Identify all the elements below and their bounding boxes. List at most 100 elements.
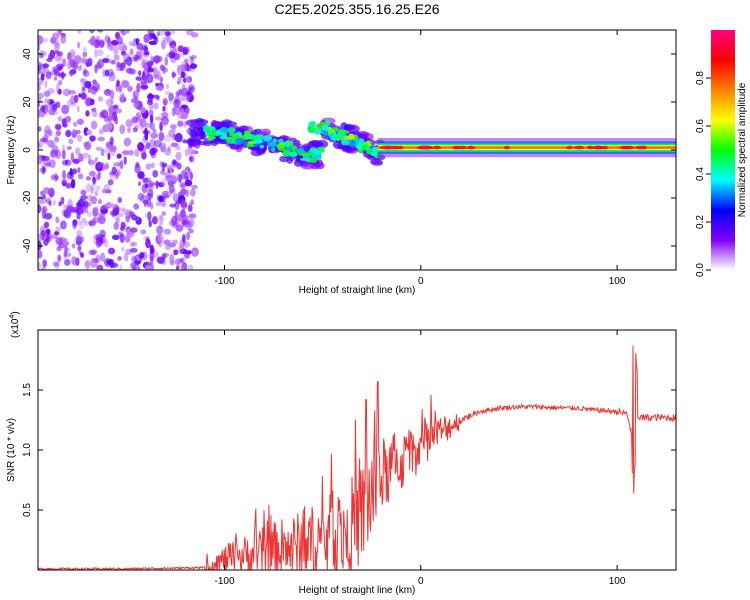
- heatmap-cell: [71, 243, 76, 249]
- heatmap-cell: [175, 199, 182, 205]
- heatmap-cell: [229, 127, 234, 132]
- heatmap-cell: [97, 215, 106, 225]
- heatmap-cell: [119, 233, 125, 244]
- heatmap-cell: [171, 215, 178, 226]
- heatmap-cell: [53, 76, 58, 81]
- heatmap-cell: [166, 36, 173, 43]
- y-tick-label: -40: [22, 238, 33, 253]
- heatmap-cell: [57, 254, 62, 262]
- heatmap-cell: [193, 140, 201, 149]
- heatmap-cell: [103, 238, 109, 248]
- heatmap-cell: [321, 130, 329, 136]
- heatmap-cell: [40, 73, 45, 81]
- heatmap-cell: [42, 234, 50, 242]
- heatmap-band-core: [377, 146, 676, 149]
- heatmap-cell: [83, 68, 87, 75]
- heatmap-cell: [51, 32, 59, 41]
- heatmap-cell: [156, 225, 164, 235]
- heatmap-cell: [174, 145, 181, 150]
- heatmap-cell: [90, 184, 94, 195]
- heatmap-cell: [159, 121, 164, 132]
- heatmap-cell: [125, 119, 133, 128]
- heatmap-cell: [80, 189, 87, 196]
- heatmap-cell: [96, 49, 104, 57]
- heatmap-cell: [288, 151, 298, 158]
- heatmap-cell: [153, 35, 158, 41]
- heatmap-cell: [77, 173, 84, 180]
- heatmap-cell: [104, 69, 110, 77]
- heatmap-cell: [152, 128, 157, 133]
- heatmap-cell: [118, 231, 123, 237]
- heatmap-cell: [234, 137, 245, 145]
- heatmap-cell: [109, 171, 116, 176]
- heatmap-cell: [46, 103, 54, 108]
- heatmap-cell: [310, 157, 318, 164]
- heatmap-cell: [82, 57, 87, 65]
- heatmap-cell: [178, 88, 183, 96]
- heatmap-cell: [71, 129, 78, 139]
- heatmap-cell: [111, 234, 120, 241]
- heatmap-cell: [133, 203, 140, 210]
- heatmap-cell: [55, 237, 64, 245]
- heatmap-cell: [44, 129, 52, 138]
- heatmap-cell: [170, 124, 177, 130]
- heatmap-cell: [82, 69, 90, 78]
- heatmap-cell: [161, 253, 167, 260]
- heatmap-cell: [156, 201, 162, 207]
- heatmap-cell: [181, 64, 189, 72]
- heatmap-cell: [175, 265, 180, 270]
- heatmap-cell: [140, 194, 148, 203]
- heatmap-cell: [167, 180, 175, 187]
- heatmap-cell: [228, 132, 238, 137]
- heatmap-cell: [164, 56, 169, 66]
- heatmap-cell: [189, 63, 198, 69]
- heatmap-cell: [226, 137, 236, 144]
- heatmap-cell: [132, 54, 141, 59]
- snr-scale-note: (x104): [9, 311, 21, 338]
- y-tick-label: 1.5: [22, 383, 33, 397]
- heatmap-cell: [158, 220, 162, 230]
- heatmap-cell: [55, 101, 61, 109]
- heatmap-cell: [43, 90, 51, 97]
- heatmap-cell: [175, 151, 182, 161]
- heatmap-cell: [180, 200, 188, 210]
- heatmap-cell: [193, 121, 206, 128]
- heatmap-cell: [47, 88, 55, 94]
- heatmap-cell: [144, 183, 149, 189]
- heatmap-cell: [38, 140, 44, 149]
- heatmap-cell: [161, 162, 166, 172]
- snr-scale-prefix: (x10: [10, 318, 21, 338]
- heatmap-cell: [206, 128, 211, 133]
- heatmap-cell: [307, 150, 313, 156]
- heatmap-cell: [148, 40, 157, 45]
- heatmap-cell: [117, 196, 123, 204]
- heatmap-cell: [176, 91, 180, 97]
- heatmap-cell: [356, 131, 370, 139]
- heatmap-cell: [146, 197, 152, 208]
- heatmap-cell: [130, 262, 137, 269]
- heatmap-cell: [66, 205, 74, 213]
- heatmap-cell: [206, 131, 217, 137]
- heatmap-cell: [95, 61, 102, 70]
- heatmap-cell: [152, 169, 159, 178]
- heatmap-cell: [88, 219, 97, 227]
- heatmap-cell: [119, 124, 126, 135]
- heatmap-cell: [164, 147, 171, 156]
- heatmap-cell: [171, 71, 176, 79]
- heatmap-cell: [77, 235, 85, 240]
- heatmap-cell: [137, 181, 142, 187]
- heatmap-cell: [38, 142, 41, 148]
- heatmap-cell: [115, 64, 122, 72]
- heatmap-cell: [81, 217, 87, 224]
- heatmap-cell: [165, 83, 169, 90]
- heatmap-cell: [85, 183, 91, 193]
- heatmap-cell: [125, 212, 130, 217]
- heatmap-cell: [149, 121, 155, 131]
- heatmap-cell: [128, 149, 134, 156]
- heatmap-cell: [270, 147, 276, 152]
- heatmap-cell: [247, 141, 258, 145]
- heatmap-cell: [168, 92, 174, 102]
- heatmap-cell: [89, 170, 96, 177]
- heatmap-cell: [110, 114, 117, 121]
- heatmap-cell: [311, 141, 324, 148]
